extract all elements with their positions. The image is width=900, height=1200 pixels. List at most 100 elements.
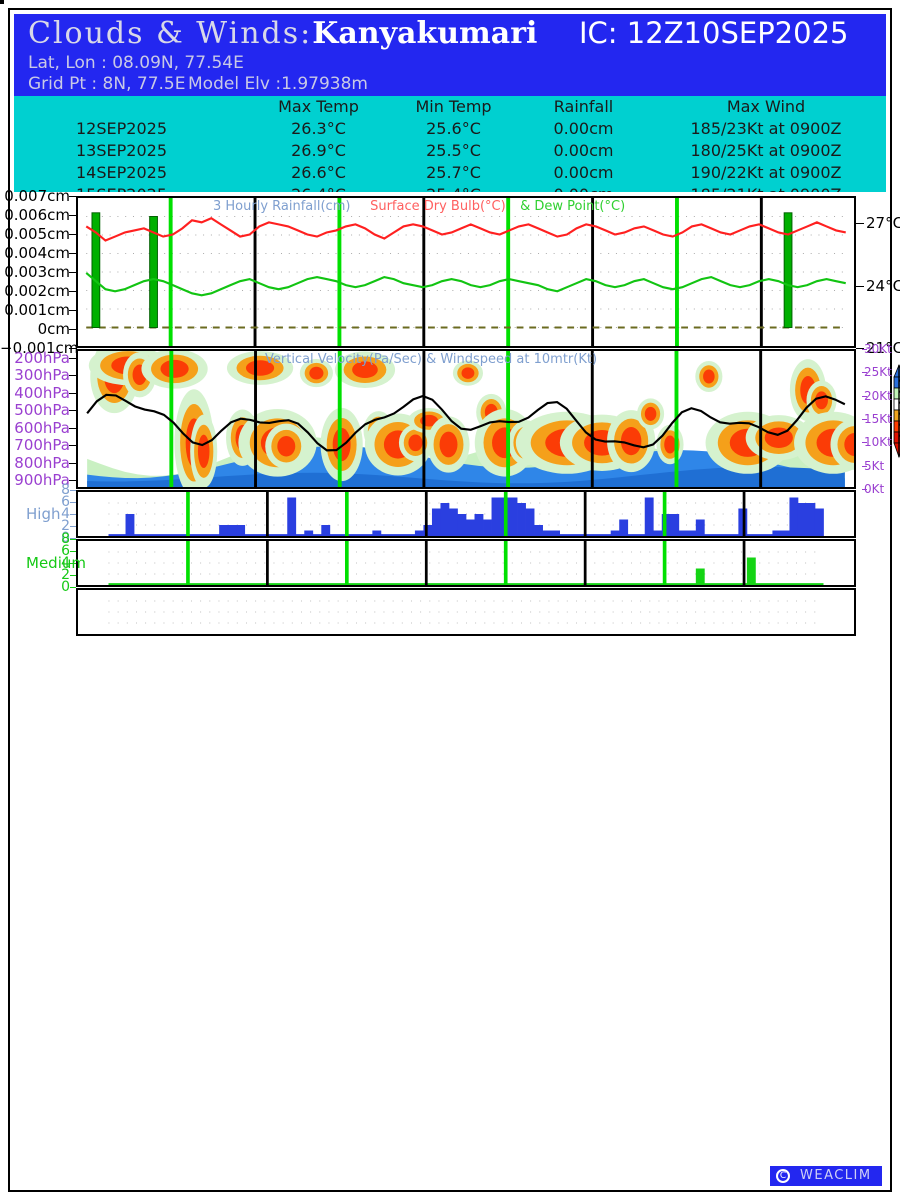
vv-y-label: 300hPa bbox=[14, 366, 70, 385]
vv-blob-strong bbox=[160, 359, 189, 378]
vv-y-label: 400hPa bbox=[14, 383, 70, 402]
cloud-bar bbox=[474, 514, 484, 536]
plot-canvas bbox=[108, 600, 824, 624]
vv-y-label: 500hPa bbox=[14, 401, 70, 420]
panel-high-cloud bbox=[76, 490, 856, 538]
cloud-bar bbox=[551, 530, 560, 536]
cloud-bar bbox=[457, 514, 467, 536]
cloud-bar bbox=[653, 530, 663, 536]
plot-canvas bbox=[86, 351, 854, 487]
rain-y-label: 0.007cm bbox=[4, 187, 70, 205]
page-title: Clouds & Winds:Kanyakumari bbox=[28, 16, 537, 51]
row-date: 14SEP2025 bbox=[76, 163, 167, 182]
windspeed-line bbox=[86, 393, 846, 452]
panel-cross-section bbox=[0, 0, 4, 4]
table-row: 13SEP2025 26.9°C 25.5°C 0.00cm 180/25Kt at 0… bbox=[14, 140, 886, 162]
vv-blob-strong bbox=[644, 406, 657, 421]
wind-speed-legend: 30Kt 25Kt 20Kt 15Kt 10Kt 5Kt 0Kt bbox=[862, 342, 900, 496]
row-date: 13SEP2025 bbox=[76, 141, 167, 160]
table-header-row: Max Temp Min Temp Rainfall Max Wind bbox=[14, 96, 886, 118]
axis-tick bbox=[69, 375, 76, 377]
cloud-bar bbox=[525, 508, 535, 536]
vv-blob-strong bbox=[309, 366, 324, 380]
cloud-bar bbox=[125, 514, 135, 536]
rain-y-label: 0.004cm bbox=[4, 244, 70, 262]
cloud-bar bbox=[227, 525, 237, 536]
row-max-wind: 190/22Kt at 0900Z bbox=[690, 163, 842, 182]
row-max-wind: 185/23Kt at 0900Z bbox=[690, 119, 842, 138]
panel-vertical-velocity-title: Vertical Velocity(Pa/Sec) & Windspeed at… bbox=[265, 352, 598, 367]
cloud-bar bbox=[687, 530, 697, 536]
cloud-bar bbox=[619, 519, 629, 536]
axis-tick bbox=[69, 480, 76, 482]
cloud-bar bbox=[610, 530, 620, 536]
temp-y-label: 24°C bbox=[866, 276, 900, 295]
cloud-bar bbox=[678, 530, 688, 536]
wind-legend-label: 15Kt bbox=[864, 412, 892, 426]
cloud-bar bbox=[466, 519, 475, 536]
axis-tick bbox=[69, 445, 76, 447]
row-min-temp: 25.7°C bbox=[426, 163, 481, 182]
axis-tick bbox=[69, 410, 76, 412]
rain-y-label: 0.003cm bbox=[4, 263, 70, 281]
cloud-bar bbox=[695, 568, 705, 585]
axis-tick bbox=[69, 291, 76, 292]
cloud-tick-label: 4 bbox=[61, 555, 70, 571]
plot-canvas bbox=[85, 198, 846, 346]
axis-tick bbox=[69, 234, 76, 235]
rainfall-bar bbox=[149, 216, 158, 328]
cloud-tick-label: 8 bbox=[61, 531, 70, 547]
table-row: 14SEP2025 26.6°C 25.7°C 0.00cm 190/22Kt at 0… bbox=[14, 162, 886, 184]
row-rainfall: 0.00cm bbox=[553, 141, 614, 160]
station-name: Kanyakumari bbox=[312, 16, 538, 51]
rain-y-label: 0.005cm bbox=[4, 225, 70, 243]
weaclim-logo[interactable]: C WEACLIM bbox=[770, 1166, 882, 1186]
row-max-temp: 26.9°C bbox=[291, 141, 346, 160]
col-max-wind: Max Wind bbox=[726, 97, 806, 116]
axis-tick bbox=[70, 563, 76, 564]
panel-rainfall-temperature bbox=[76, 196, 856, 348]
axis-tick bbox=[69, 329, 76, 330]
vv-blob-strong bbox=[439, 431, 458, 458]
vv-blob-strong bbox=[620, 426, 642, 456]
row-rainfall: 0.00cm bbox=[553, 163, 614, 182]
rainfall-bar bbox=[783, 212, 793, 328]
plot-canvas bbox=[108, 492, 824, 536]
cloud-bar bbox=[304, 530, 314, 536]
row-min-temp: 25.5°C bbox=[426, 141, 481, 160]
rain-y-label: −0.001cm bbox=[0, 339, 79, 357]
series-line bbox=[85, 217, 846, 242]
axis-tick bbox=[69, 427, 76, 429]
vv-blob-strong bbox=[408, 434, 423, 452]
col-max-temp: Max Temp bbox=[278, 97, 359, 116]
row-min-temp: 25.4°C bbox=[386, 184, 521, 192]
header-banner: Clouds & Winds:Kanyakumari IC: 12Z10SEP2… bbox=[14, 14, 886, 96]
cloud-bar bbox=[542, 530, 552, 536]
row-rainfall: 0.00cm bbox=[553, 119, 614, 138]
cloud-bar bbox=[440, 503, 450, 536]
wind-legend-label: 0Kt bbox=[864, 482, 885, 496]
wind-legend-label: 20Kt bbox=[864, 388, 892, 403]
vv-y-label: 900hPa bbox=[14, 471, 70, 490]
cloud-tick-label: 6 bbox=[61, 543, 70, 559]
temp-y-label: 21°C bbox=[866, 339, 900, 357]
axis-tick bbox=[70, 502, 76, 503]
cloud-bar bbox=[321, 525, 331, 536]
cloud-bar bbox=[219, 525, 229, 536]
cloud-tick-label: 4 bbox=[61, 506, 70, 522]
vv-blob-strong bbox=[197, 434, 210, 468]
wind-legend-label: 10Kt bbox=[864, 435, 892, 450]
vv-blob-strong bbox=[461, 367, 475, 379]
axis-tick bbox=[856, 285, 864, 287]
axis-tick bbox=[862, 489, 867, 490]
cloud-bar bbox=[431, 508, 441, 536]
axis-tick bbox=[856, 348, 864, 349]
row-min-temp: 25.6°C bbox=[426, 119, 481, 138]
row-max-temp: 26.6°C bbox=[291, 163, 346, 182]
vv-blob-strong bbox=[332, 427, 351, 462]
vv-blob-strong bbox=[664, 435, 676, 454]
axis-tick bbox=[69, 392, 76, 394]
axis-tick bbox=[862, 395, 867, 397]
